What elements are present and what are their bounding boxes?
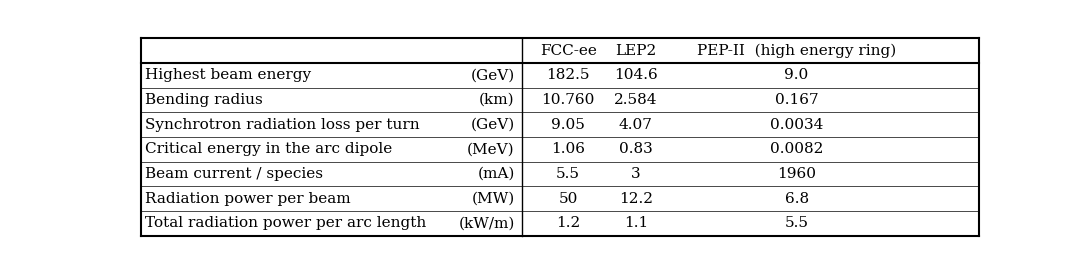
Text: 104.6: 104.6: [614, 68, 657, 82]
Text: 1.2: 1.2: [556, 216, 580, 230]
Text: 1960: 1960: [778, 167, 816, 181]
Text: 5.5: 5.5: [556, 167, 580, 181]
Text: (GeV): (GeV): [471, 117, 514, 132]
Text: Critical energy in the arc dipole: Critical energy in the arc dipole: [145, 142, 392, 156]
Text: Beam current / species: Beam current / species: [145, 167, 323, 181]
Text: 5.5: 5.5: [785, 216, 808, 230]
Text: 0.83: 0.83: [619, 142, 653, 156]
Text: Radiation power per beam: Radiation power per beam: [145, 191, 351, 206]
Text: (MW): (MW): [472, 191, 514, 206]
Text: 0.167: 0.167: [775, 93, 818, 107]
Text: Bending radius: Bending radius: [145, 93, 263, 107]
Text: 182.5: 182.5: [546, 68, 590, 82]
Text: 0.0034: 0.0034: [770, 117, 823, 132]
Text: 50: 50: [558, 191, 578, 206]
Text: LEP2: LEP2: [615, 44, 656, 58]
Text: Synchrotron radiation loss per turn: Synchrotron radiation loss per turn: [145, 117, 419, 132]
Text: 9.0: 9.0: [784, 68, 809, 82]
Text: FCC-ee: FCC-ee: [539, 44, 596, 58]
Text: 3: 3: [631, 167, 641, 181]
Text: 9.05: 9.05: [551, 117, 585, 132]
Text: 12.2: 12.2: [619, 191, 653, 206]
Text: 4.07: 4.07: [619, 117, 653, 132]
Text: (km): (km): [479, 93, 514, 107]
Text: 1.1: 1.1: [624, 216, 648, 230]
Text: 1.06: 1.06: [551, 142, 585, 156]
Text: Highest beam energy: Highest beam energy: [145, 68, 311, 82]
Text: 0.0082: 0.0082: [770, 142, 823, 156]
Text: (kW/m): (kW/m): [459, 216, 514, 230]
Text: PEP-II  (high energy ring): PEP-II (high energy ring): [697, 43, 897, 58]
Text: Total radiation power per arc length: Total radiation power per arc length: [145, 216, 426, 230]
Text: (mA): (mA): [477, 167, 514, 181]
Text: (GeV): (GeV): [471, 68, 514, 82]
Text: (MeV): (MeV): [467, 142, 514, 156]
Text: 10.760: 10.760: [542, 93, 595, 107]
Text: 6.8: 6.8: [784, 191, 809, 206]
Text: 2.584: 2.584: [614, 93, 657, 107]
